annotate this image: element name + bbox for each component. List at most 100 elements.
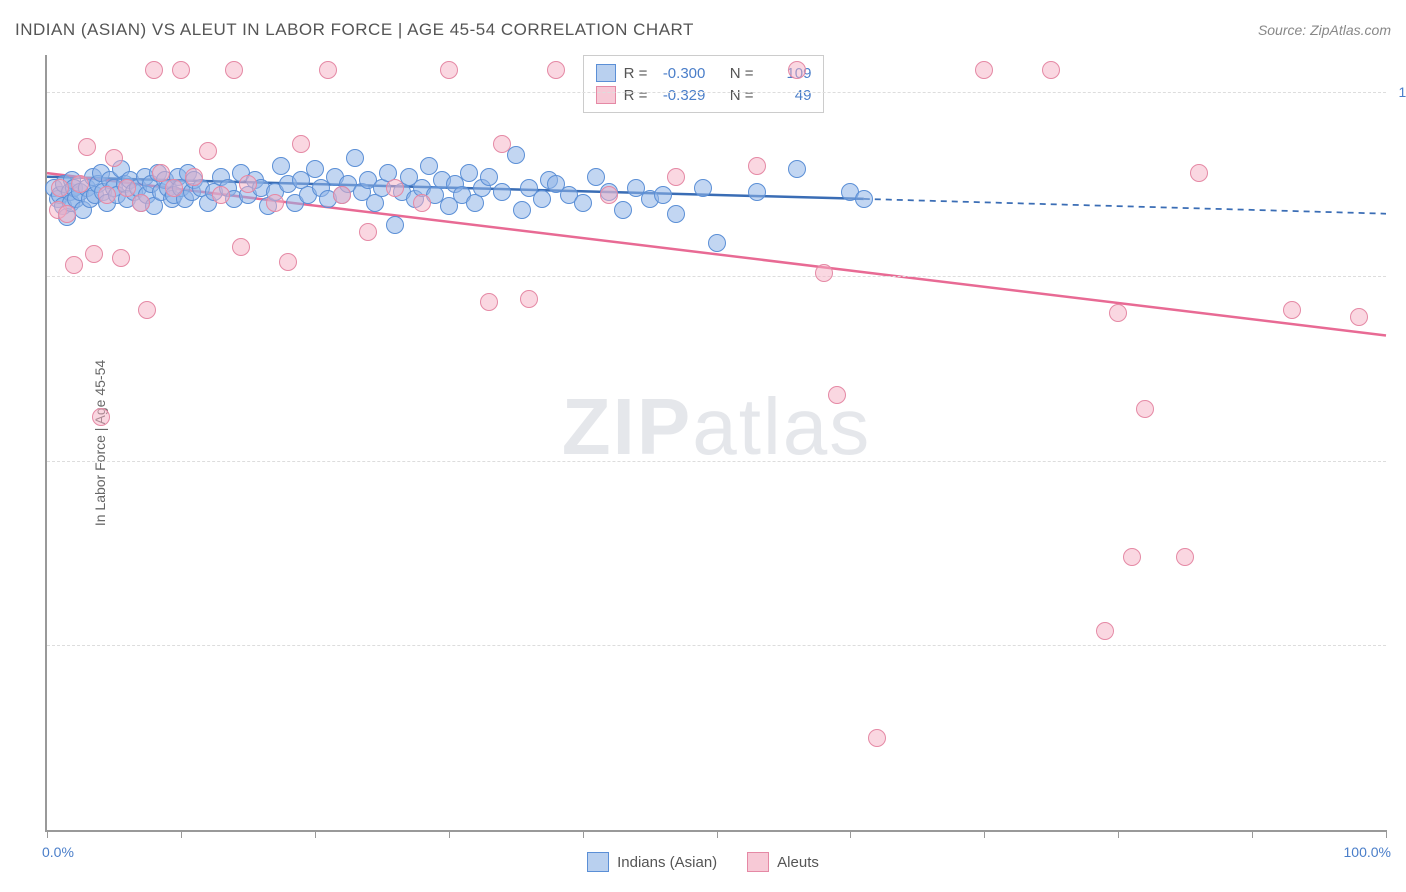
plot-area: In Labor Force | Age 45-54 ZIPatlas R =-… <box>45 55 1386 832</box>
data-point <box>868 729 886 747</box>
x-tick <box>1118 830 1119 838</box>
gridline <box>47 92 1386 93</box>
data-point <box>98 186 116 204</box>
x-tick <box>850 830 851 838</box>
data-point <box>71 175 89 193</box>
legend: Indians (Asian) Aleuts <box>0 852 1406 872</box>
y-tick-label: 50.0% <box>1391 453 1406 469</box>
data-point <box>855 190 873 208</box>
data-point <box>788 61 806 79</box>
data-point <box>172 61 190 79</box>
data-point <box>975 61 993 79</box>
x-tick <box>984 830 985 838</box>
x-tick <box>181 830 182 838</box>
data-point <box>493 135 511 153</box>
data-point <box>152 164 170 182</box>
data-point <box>225 61 243 79</box>
x-tick <box>1386 830 1387 838</box>
legend-label: Indians (Asian) <box>617 854 717 871</box>
y-tick-label: 75.0% <box>1391 268 1406 284</box>
data-point <box>132 194 150 212</box>
x-tick <box>717 830 718 838</box>
stats-row: R =-0.300 N =109 <box>596 62 812 84</box>
legend-swatch <box>747 852 769 872</box>
gridline <box>47 461 1386 462</box>
data-point <box>78 138 96 156</box>
data-point <box>333 186 351 204</box>
data-point <box>292 135 310 153</box>
data-point <box>460 164 478 182</box>
data-point <box>65 256 83 274</box>
data-point <box>138 301 156 319</box>
r-value: -0.300 <box>655 65 705 82</box>
data-point <box>413 194 431 212</box>
data-point <box>386 179 404 197</box>
x-tick <box>1252 830 1253 838</box>
data-point <box>574 194 592 212</box>
data-point <box>346 149 364 167</box>
y-tick-label: 100.0% <box>1391 84 1406 100</box>
r-label: R = <box>624 87 648 104</box>
data-point <box>493 183 511 201</box>
data-point <box>1123 548 1141 566</box>
data-point <box>480 168 498 186</box>
data-point <box>359 223 377 241</box>
legend-label: Aleuts <box>777 854 819 871</box>
data-point <box>51 179 69 197</box>
stats-row: R = -0.329 N = 49 <box>596 84 812 106</box>
data-point <box>828 386 846 404</box>
data-point <box>708 234 726 252</box>
n-label: N = <box>730 65 754 82</box>
legend-item: Aleuts <box>747 852 819 872</box>
data-point <box>92 408 110 426</box>
chart-title: INDIAN (ASIAN) VS ALEUT IN LABOR FORCE |… <box>15 20 694 40</box>
data-point <box>513 201 531 219</box>
x-tick <box>583 830 584 838</box>
data-point <box>272 157 290 175</box>
data-point <box>199 142 217 160</box>
data-point <box>239 175 257 193</box>
data-point <box>112 249 130 267</box>
data-point <box>266 194 284 212</box>
data-point <box>212 186 230 204</box>
data-point <box>520 290 538 308</box>
data-point <box>105 149 123 167</box>
data-point <box>145 61 163 79</box>
n-label: N = <box>730 87 754 104</box>
data-point <box>440 61 458 79</box>
series-swatch <box>596 64 616 82</box>
data-point <box>654 186 672 204</box>
data-point <box>1176 548 1194 566</box>
data-point <box>279 253 297 271</box>
legend-item: Indians (Asian) <box>587 852 717 872</box>
data-point <box>748 183 766 201</box>
data-point <box>480 293 498 311</box>
r-value: -0.329 <box>655 87 705 104</box>
data-point <box>748 157 766 175</box>
data-point <box>1042 61 1060 79</box>
data-point <box>306 160 324 178</box>
data-point <box>533 190 551 208</box>
data-point <box>587 168 605 186</box>
data-point <box>667 205 685 223</box>
data-point <box>118 179 136 197</box>
data-point <box>420 157 438 175</box>
x-tick <box>315 830 316 838</box>
n-value: 49 <box>761 87 811 104</box>
data-point <box>600 186 618 204</box>
data-point <box>165 179 183 197</box>
data-point <box>58 205 76 223</box>
data-point <box>319 61 337 79</box>
data-point <box>386 216 404 234</box>
data-point <box>788 160 806 178</box>
correlation-stats-box: R =-0.300 N =109 R = -0.329 N = 49 <box>583 55 825 113</box>
x-tick <box>47 830 48 838</box>
source-attribution: Source: ZipAtlas.com <box>1258 22 1391 38</box>
data-point <box>1190 164 1208 182</box>
data-point <box>1283 301 1301 319</box>
data-point <box>1350 308 1368 326</box>
x-tick <box>449 830 450 838</box>
data-point <box>1096 622 1114 640</box>
data-point <box>667 168 685 186</box>
gridline <box>47 645 1386 646</box>
